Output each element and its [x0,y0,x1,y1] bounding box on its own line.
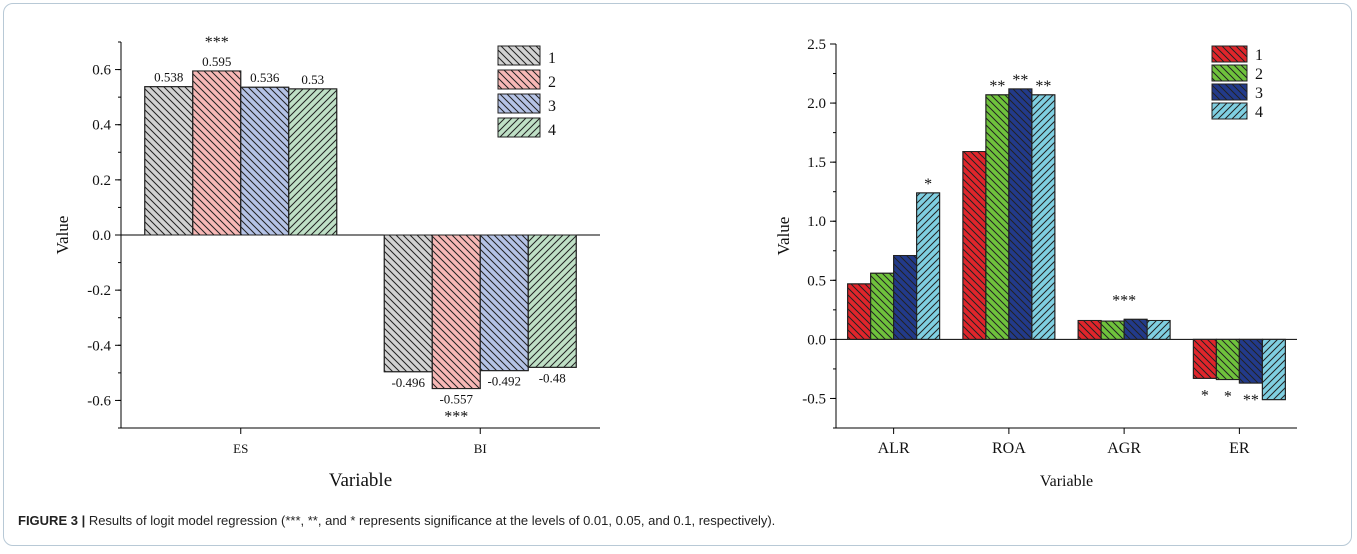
p1-y-tick-label: 0.5 [807,273,826,289]
p0-bar-hatch [527,234,577,368]
p1-significance-mark: * [924,176,932,193]
p0-y-tick-label: 0.0 [92,228,111,244]
p1-significance-mark: * [1201,387,1209,404]
p1-legend-swatch-hatch [1211,102,1248,120]
p0-bar-hatch [479,234,529,372]
p1-legend-label: 2 [1255,66,1263,83]
p1-bar-hatch [1100,320,1125,340]
p1-significance-mark: ** [989,78,1005,95]
p1-significance-mark: ** [1012,72,1028,89]
p1-significance-mark: ** [1035,78,1051,95]
p1-bar-hatch [1146,319,1171,340]
p1-bar-hatch [1008,88,1033,340]
p1-bar-hatch [1031,94,1056,340]
figure-caption: FIGURE 3 | Results of logit model regres… [18,513,1338,528]
p0-y-tick-label: -0.6 [87,393,111,409]
p1-significance-mark: ** [1243,392,1259,409]
p0-legend-label: 3 [548,98,556,115]
p1-bar-hatch [1192,338,1217,379]
p0-data-label: -0.492 [487,374,521,389]
p1-y-axis-title: Value [774,217,793,256]
p1-significance-mark: *** [1112,292,1136,309]
p1-bar-hatch [870,272,895,340]
p1-bar-hatch [847,283,872,340]
p1-legend-swatch-hatch [1211,83,1248,101]
p0-data-label: 0.538 [154,70,183,85]
p0-legend-swatch-hatch [497,69,541,90]
p0-bar-hatch [192,70,242,236]
p0-data-label: -0.557 [439,392,473,407]
p0-y-tick-label: 0.4 [92,118,111,134]
p0-data-label: -0.48 [539,370,566,385]
p0-legend-label: 1 [548,50,556,67]
p1-bar-hatch [1123,318,1148,340]
p0-data-label: -0.496 [391,375,425,390]
p1-y-tick-label: 1.5 [807,155,826,171]
p1-legend-swatch-hatch [1211,45,1248,63]
p1-y-tick-label: 0.0 [807,332,826,348]
p1-x-axis-title: Variable [1040,473,1093,490]
p1-bar-hatch [985,94,1010,340]
p0-bar-hatch [383,234,433,373]
p1-bar-hatch [1215,338,1240,381]
p1-y-tick-label: 1.0 [807,214,826,230]
p0-data-label: 0.595 [202,54,231,69]
p0-x-axis-title: Variable [329,470,392,491]
p1-x-tick-label: ER [1229,440,1250,457]
p0-x-tick-label: BI [474,441,487,456]
p0-y-tick-label: -0.4 [87,338,111,354]
p0-y-tick-label: 0.2 [92,173,111,189]
p1-significance-mark: * [1224,389,1232,406]
figure-caption-text: Results of logit model regression (***, … [85,513,776,528]
p0-bar-hatch [288,88,338,236]
p1-x-tick-label: AGR [1107,440,1141,457]
p0-x-tick-label: ES [233,441,248,456]
p1-legend-label: 4 [1255,104,1263,121]
p1-bar-hatch [893,254,918,340]
p0-y-axis-title: Value [53,216,72,255]
p0-bar-hatch [144,86,194,236]
p1-y-tick-label: -0.5 [802,391,826,407]
p0-legend-swatch-hatch [497,93,541,114]
p0-bar-hatch [431,234,481,390]
p0-data-label: 0.53 [301,72,324,87]
p0-legend-label: 4 [548,122,556,139]
p1-x-tick-label: ALR [878,440,910,457]
p0-significance-mark: *** [444,409,468,426]
p0-data-label: 0.536 [250,70,280,85]
p1-bar-hatch [916,192,941,340]
p0-bar-hatch [240,86,290,236]
p1-legend-label: 3 [1255,85,1263,102]
p0-legend-swatch-hatch [497,117,541,138]
p1-x-tick-label: ROA [992,440,1026,457]
p1-legend-swatch-hatch [1211,64,1248,82]
p1-bar-hatch [1077,319,1102,340]
p0-legend-swatch-hatch [497,45,541,66]
p0-y-tick-label: -0.2 [87,283,111,299]
p1-bar-hatch [962,151,987,340]
p1-y-tick-label: 2.0 [807,96,826,112]
p1-y-tick-label: 2.5 [807,37,826,53]
p1-bar-hatch [1238,338,1263,384]
p1-bar-hatch [1261,338,1286,401]
figure-label: FIGURE 3 | [18,513,86,528]
p1-legend-label: 1 [1255,47,1263,64]
p0-legend-label: 2 [548,74,556,91]
left-chart-panel: 0.6 0.4 0.2 0.0 -0.2 -0.4 -0.6 Value ES 0.538 0.59… [53,34,600,491]
p0-y-tick-label: 0.6 [92,63,111,79]
p0-significance-mark: *** [205,34,229,51]
